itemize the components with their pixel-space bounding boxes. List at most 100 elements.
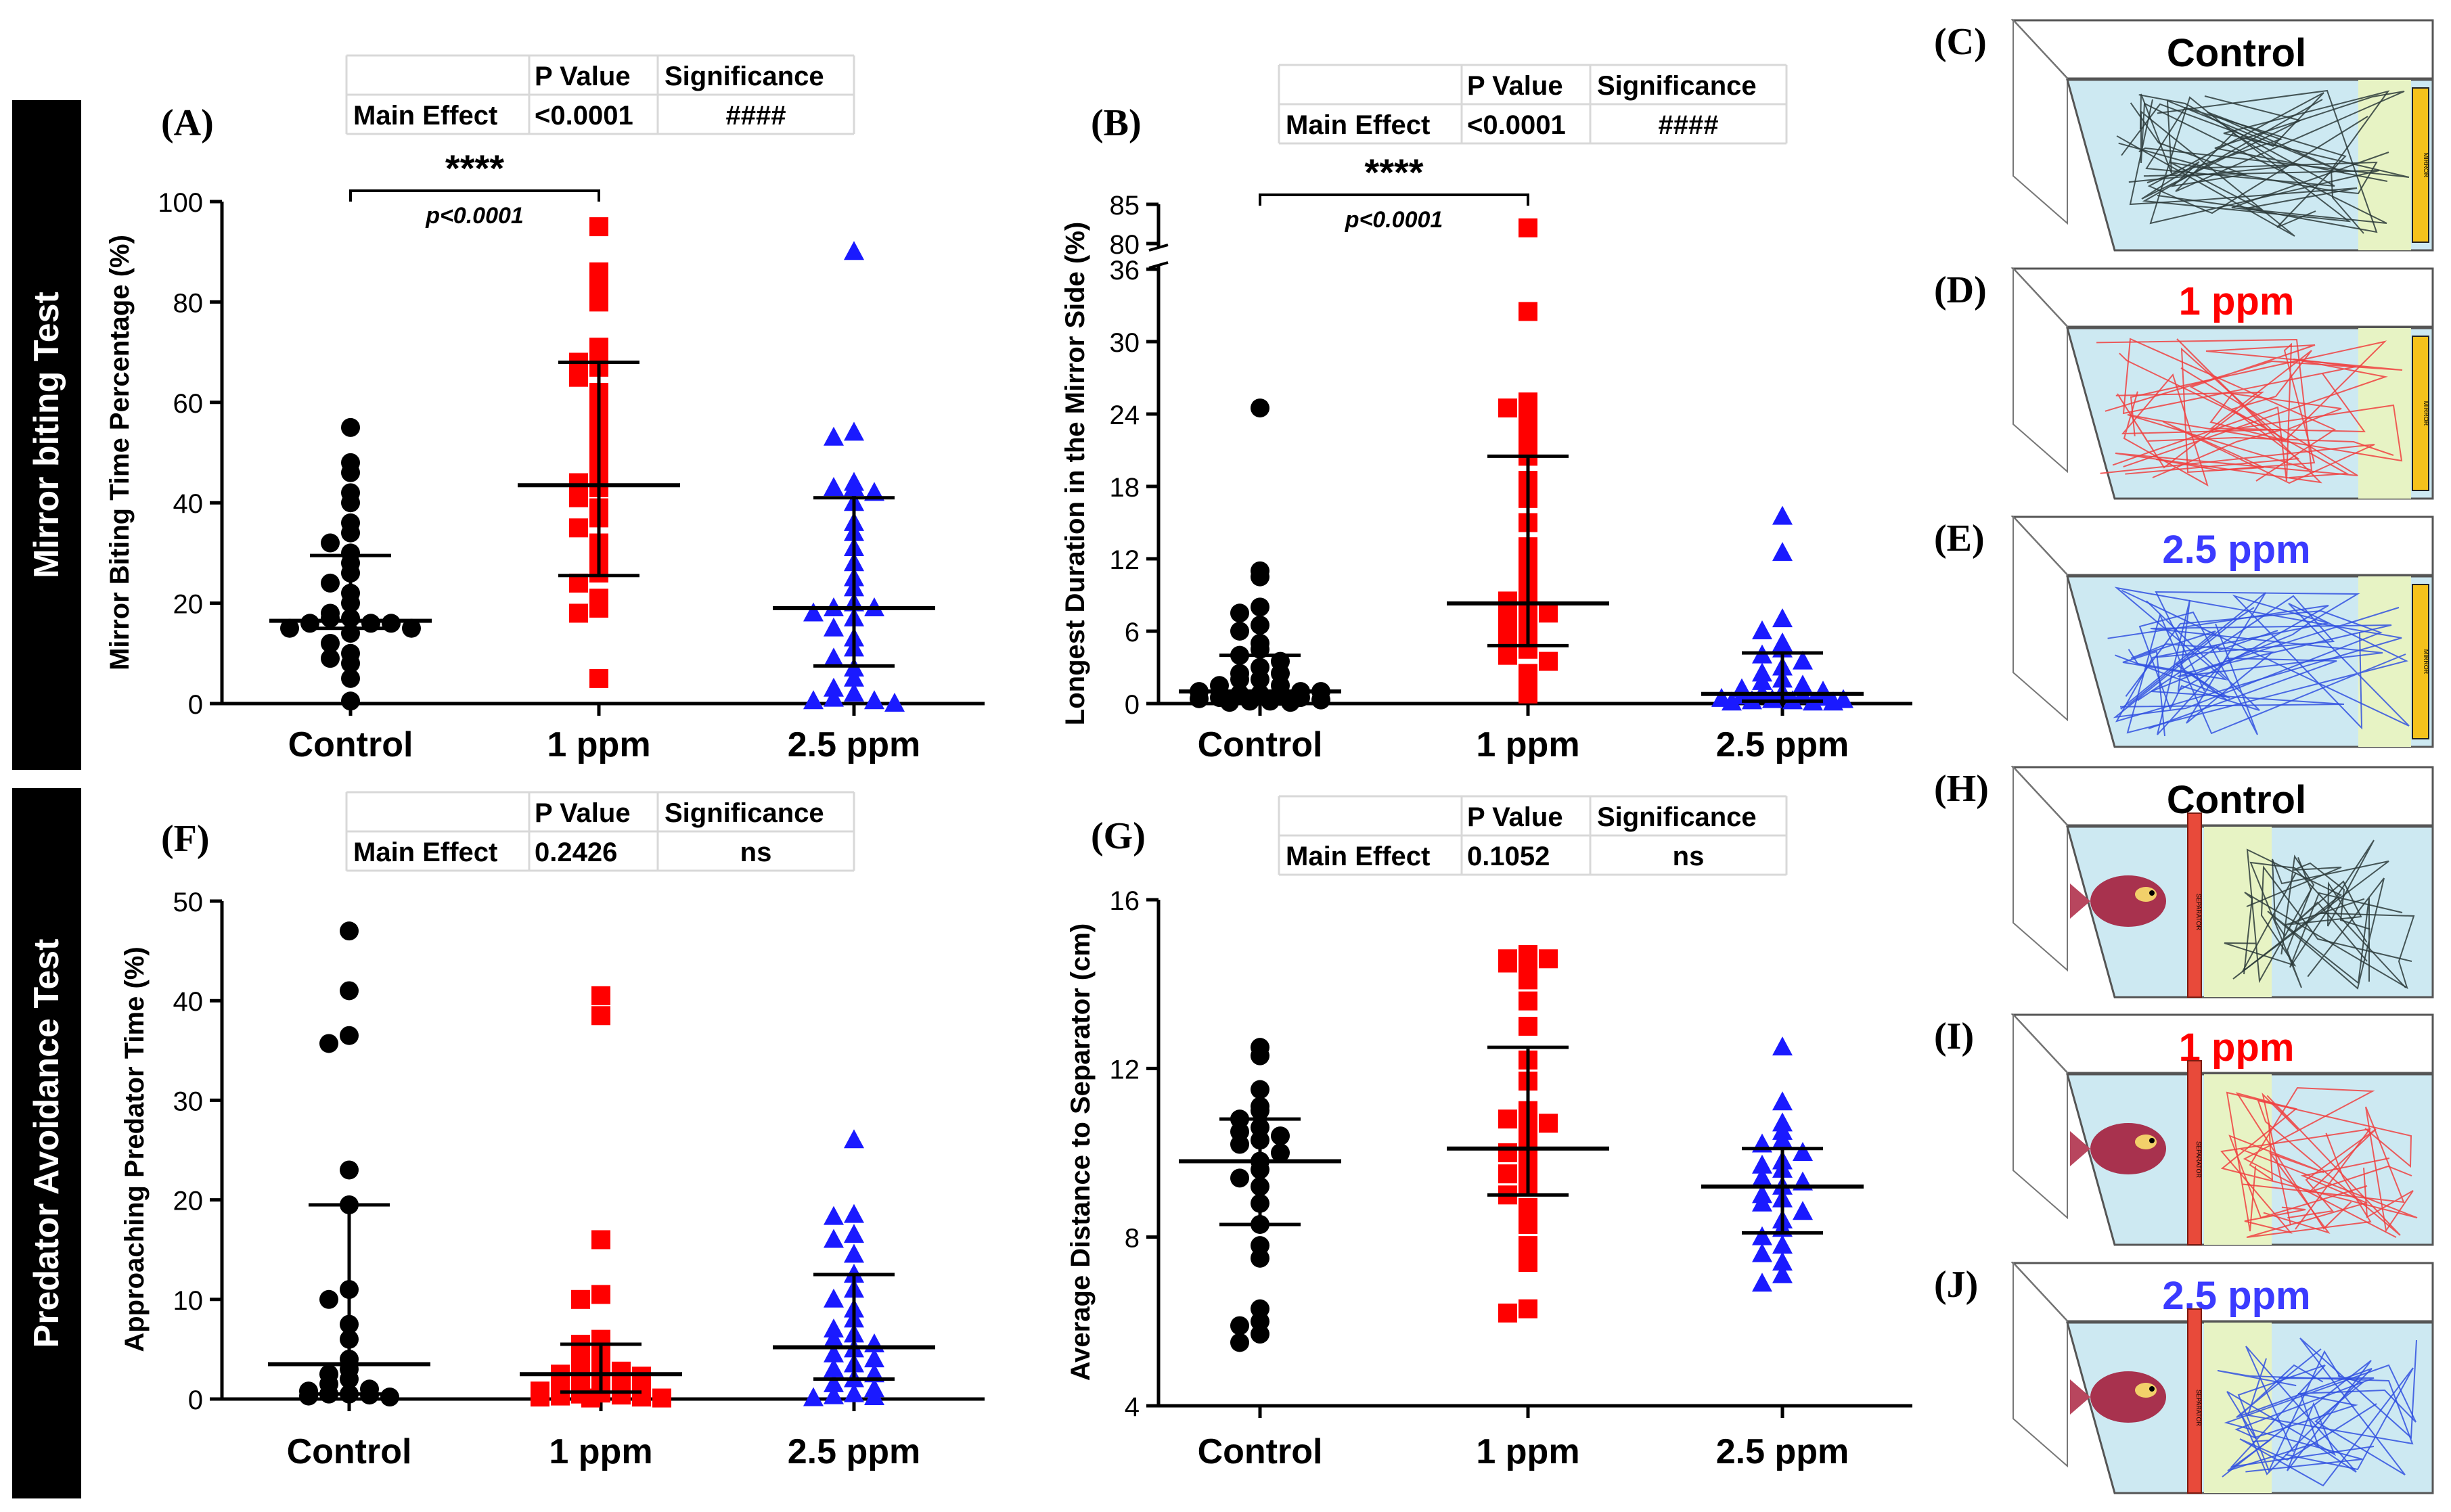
data-point-F-2-5ppm (803, 1387, 824, 1406)
data-point-G-1ppm (1519, 1198, 1537, 1218)
data-point-G-1ppm (1498, 1109, 1517, 1129)
data-point-B-control (1261, 691, 1280, 711)
data-point-B-1ppm (1519, 302, 1537, 321)
track-panel-title-C: Control (2167, 31, 2306, 75)
data-point-G-2-5ppm (1772, 1129, 1793, 1149)
y-tick-label-F: 0 (188, 1385, 203, 1415)
data-point-B-control (1281, 693, 1300, 712)
data-point-A-1ppm (569, 488, 588, 507)
data-point-G-2-5ppm (1772, 1235, 1793, 1254)
stats-table-G: P Value Significance Main Effect 0.1052 ns (1278, 795, 1788, 876)
data-point-F-2-5ppm (824, 1343, 844, 1362)
swim-track-I (2243, 1106, 2414, 1233)
data-point-G-2-5ppm (1752, 1226, 1772, 1245)
data-point-G-control (1251, 1046, 1269, 1066)
data-point-A-control (402, 618, 421, 638)
data-point-G-control (1230, 1333, 1249, 1352)
mirror-bar-E (2412, 584, 2429, 739)
swim-track-H (2289, 840, 2403, 968)
data-point-A-2-5ppm (844, 241, 864, 260)
data-point-F-2-5ppm (864, 1386, 884, 1406)
y-tick-label-B: 36 (1110, 256, 1140, 285)
separator-bar-I (2187, 1060, 2202, 1245)
approach-zone-H (2204, 827, 2272, 997)
data-point-A-control (341, 668, 360, 688)
x-category-label-F: 2.5 ppm (788, 1432, 921, 1471)
data-point-A-2-5ppm (844, 421, 864, 441)
tank-side-I (2012, 1013, 2068, 1220)
predator-fish-tail-J (2070, 1379, 2090, 1415)
y-tick-label-B: 12 (1110, 545, 1140, 575)
track-panel-title-D: 1 ppm (2179, 279, 2295, 323)
data-point-A-control (321, 633, 340, 653)
predator-fish-icon-J (2090, 1371, 2166, 1423)
data-point-A-2-5ppm (803, 602, 824, 622)
data-point-F-2-5ppm (844, 1224, 864, 1243)
table-p-value-F: 0.2426 (535, 838, 617, 867)
data-point-B-2-5ppm (1762, 689, 1782, 708)
data-point-G-2-5ppm (1752, 1273, 1772, 1292)
data-point-G-2-5ppm (1752, 1192, 1772, 1212)
data-point-G-1ppm (1498, 1303, 1517, 1323)
panel-label-B: (B) (1091, 102, 1142, 144)
data-point-A-1ppm (589, 292, 608, 312)
data-point-G-2-5ppm (1772, 1264, 1793, 1283)
swim-track-H (2232, 848, 2342, 984)
data-point-G-1ppm (1519, 1299, 1537, 1319)
data-point-G-control (1271, 1143, 1290, 1162)
predator-fish-tail-H (2070, 884, 2090, 919)
panel-label-E: (E) (1934, 518, 1985, 559)
x-category-label-F: 1 ppm (549, 1432, 652, 1471)
comparison-bracket-A (349, 189, 600, 202)
data-point-F-2-5ppm (824, 1206, 844, 1225)
data-point-A-2-5ppm (864, 690, 884, 710)
swim-track-J (2230, 1350, 2375, 1473)
data-point-F-control (299, 1386, 318, 1406)
swim-track-H (2243, 892, 2415, 990)
row-label-bottom: Predator Avoidance Test (12, 788, 81, 1498)
row-label-top: Mirror biting Test (12, 100, 81, 770)
table-row-label-G: Main Effect (1286, 842, 1430, 871)
data-point-G-control (1251, 1248, 1269, 1268)
data-point-A-control (321, 533, 340, 553)
y-tick-label-G: 16 (1110, 886, 1140, 916)
table-header-significance-B: Significance (1597, 71, 1757, 101)
swim-track-H (2242, 858, 2389, 972)
swim-track-I (2235, 1092, 2352, 1230)
swim-track-E (2114, 587, 2402, 737)
data-point-G-1ppm (1519, 970, 1537, 990)
table-significance-B: #### (1659, 110, 1719, 140)
data-point-F-1ppm (591, 1230, 610, 1250)
row-label-top-bar (12, 100, 81, 770)
panel-label-F: (F) (161, 818, 210, 860)
data-point-G-2-5ppm (1752, 1243, 1772, 1262)
data-point-F-control (340, 921, 359, 941)
track-panel-J: (J) 2.5 ppm SEPARATOR (1934, 1261, 2434, 1494)
y-tick-label-B: 0 (1125, 690, 1140, 720)
data-point-A-1ppm (569, 367, 588, 387)
track-panel-D: (D) 1 ppm MIRROR (1934, 267, 2434, 500)
y-axis-label-F: Approaching Predator Time (%) (120, 946, 150, 1352)
data-point-F-1ppm (591, 986, 610, 1005)
table-significance-G: ns (1673, 842, 1705, 871)
separator-text-J: SEPARATOR (2195, 1390, 2202, 1427)
tracking-panels: (C) Control MIRROR (D) 1 ppm MIRROR (E) 2.5 ppm… (1934, 18, 2434, 1494)
data-point-A-2-5ppm (844, 667, 864, 687)
tank-side-H (2012, 765, 2068, 972)
data-point-G-2-5ppm (1772, 1091, 1793, 1111)
table-row-label-B: Main Effect (1286, 110, 1430, 140)
data-point-B-control (1240, 691, 1259, 711)
data-point-A-2-5ppm (803, 690, 824, 710)
data-point-F-1ppm (551, 1386, 570, 1406)
stats-table-A: P Value Significance Main Effect <0.0001 ###… (345, 54, 855, 135)
data-point-B-1ppm (1519, 218, 1537, 237)
swim-track-C (2121, 92, 2368, 214)
data-point-G-1ppm (1519, 1017, 1537, 1036)
predator-fish-tail-I (2070, 1131, 2090, 1166)
tank-side-D (2012, 267, 2068, 474)
swim-track-J (2224, 1364, 2416, 1473)
y-tick-label-A: 0 (188, 690, 203, 720)
